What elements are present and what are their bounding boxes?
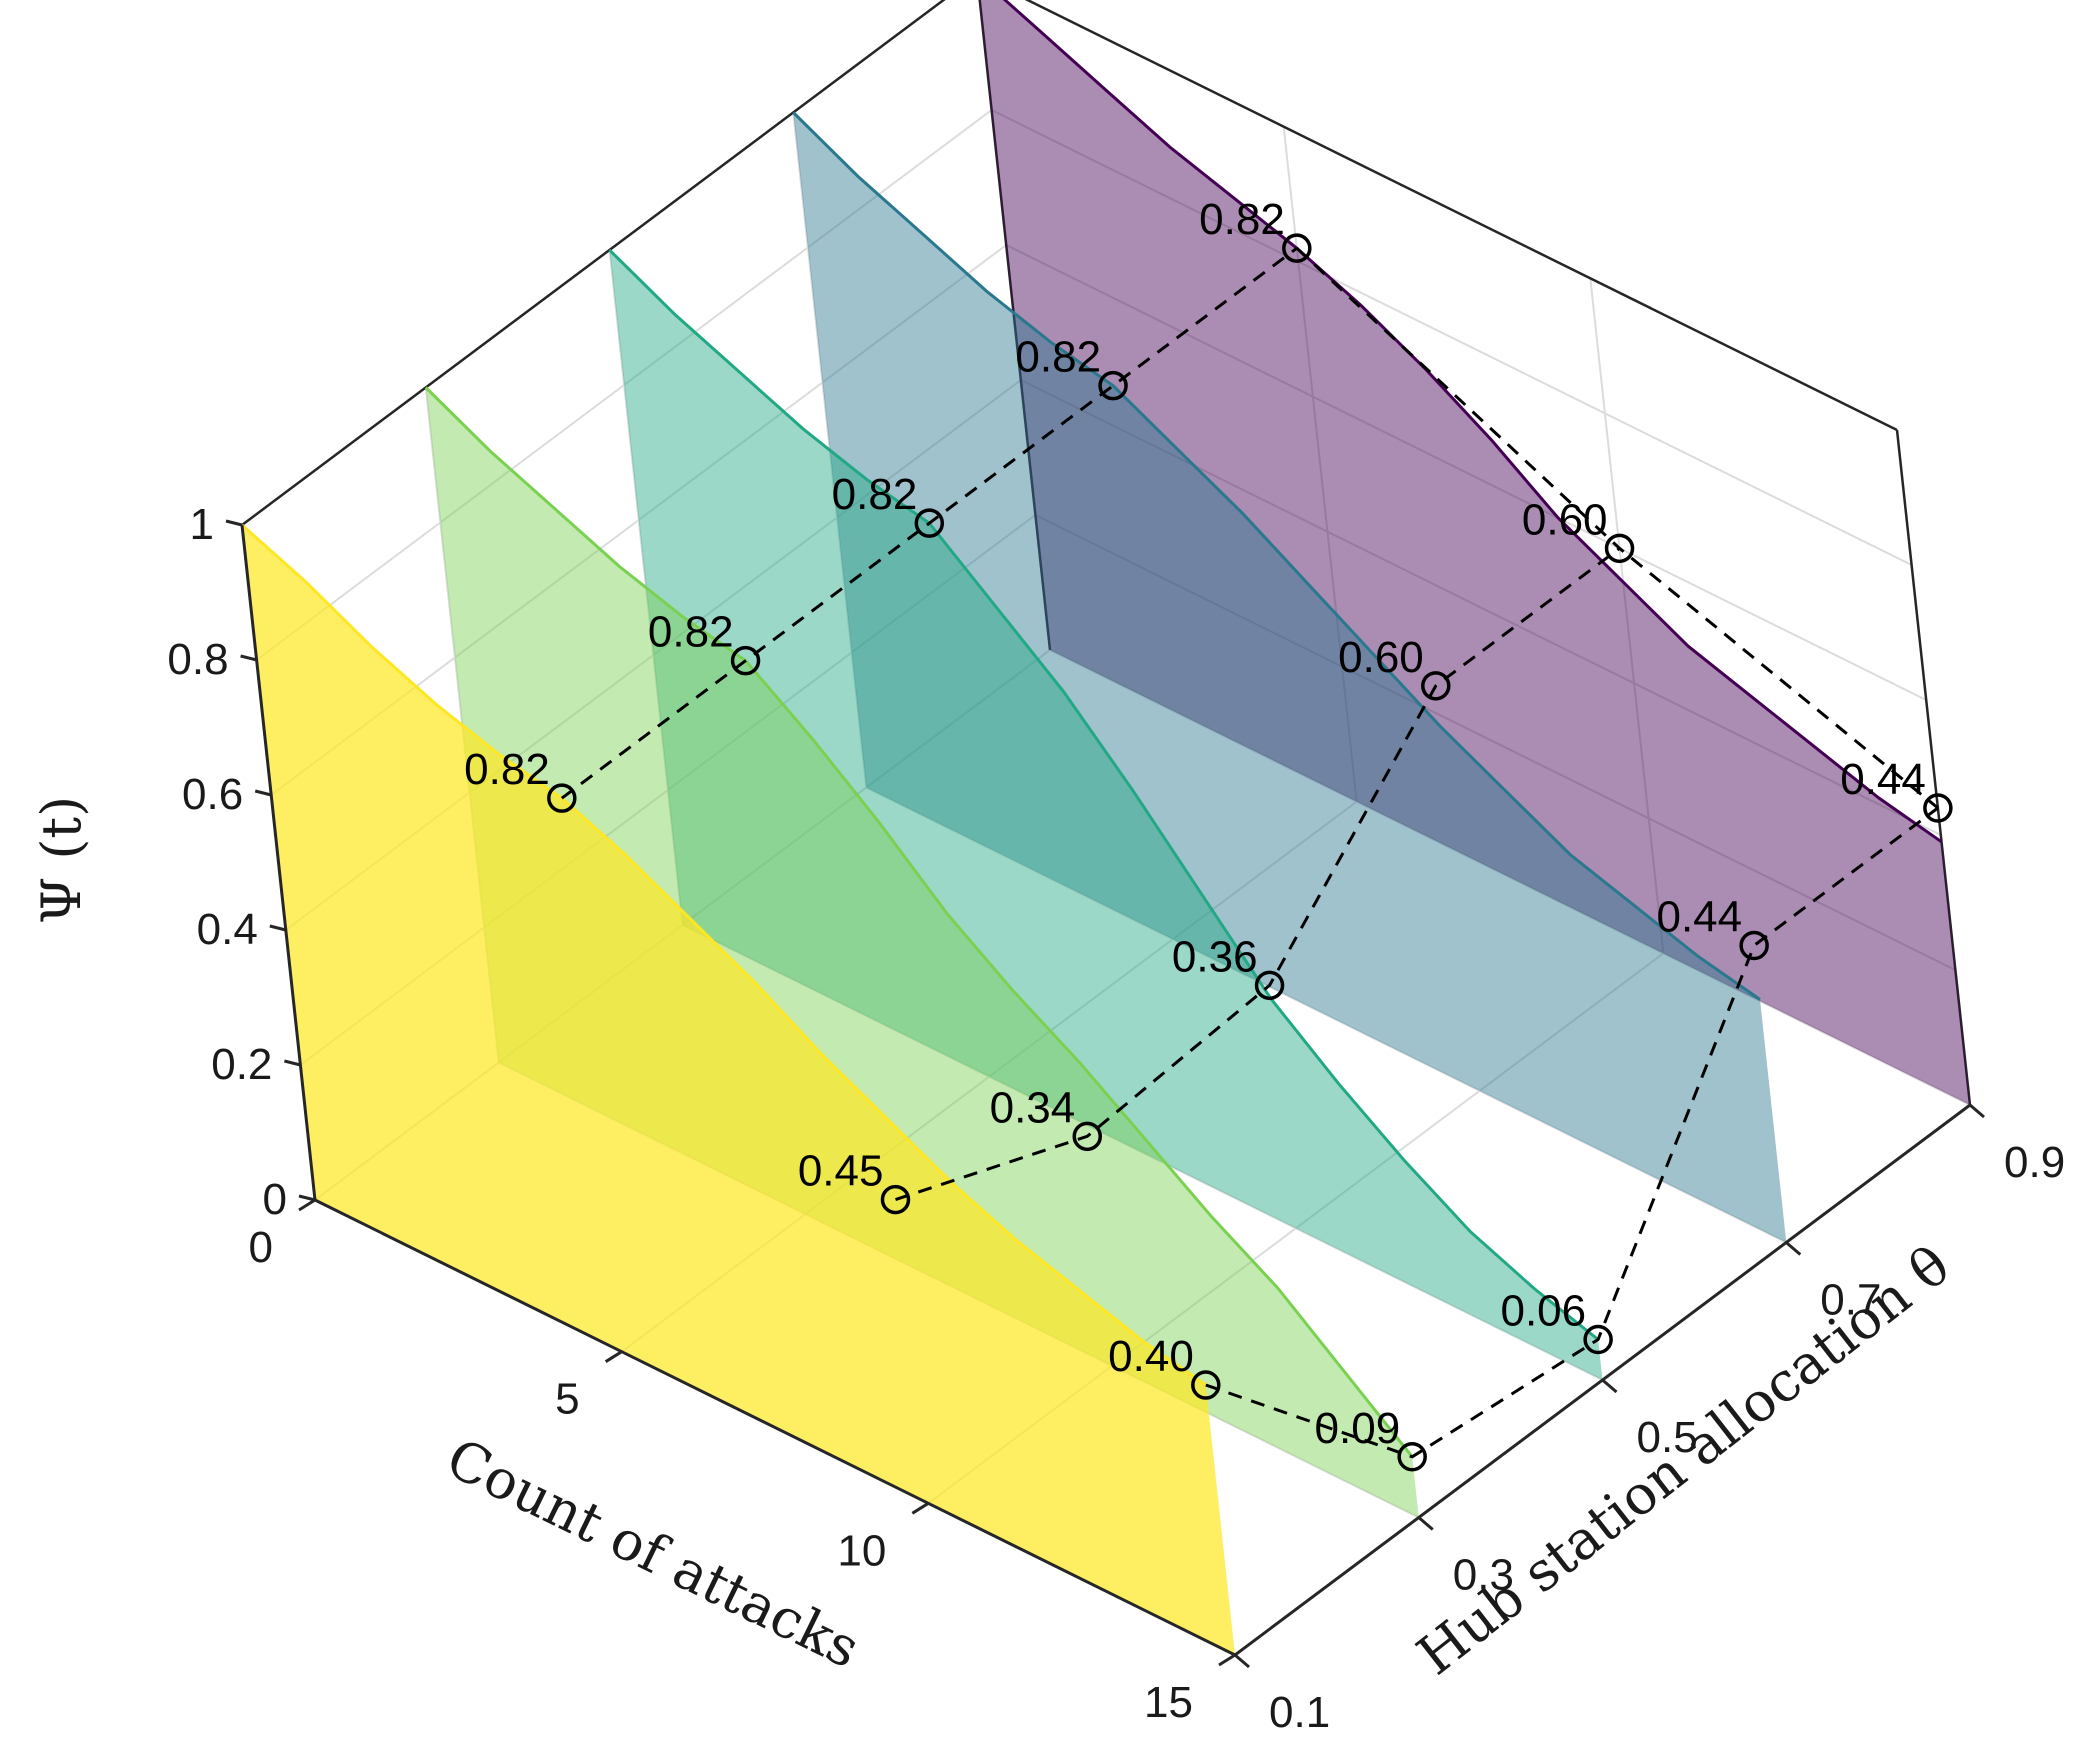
- z-tick: [298, 1194, 316, 1202]
- z-tick: [240, 654, 257, 662]
- ribbon-theta-0-5: [609, 250, 1603, 1380]
- data-marker: [880, 1184, 911, 1215]
- data-marker: [1397, 1442, 1427, 1472]
- z-tick-label: 0.6: [182, 770, 243, 819]
- data-label: 0.82: [1199, 195, 1285, 244]
- z-tick-label: 0: [263, 1175, 287, 1224]
- grid-line: [1005, 244, 1927, 701]
- data-marker: [1421, 671, 1451, 701]
- data-marker: [1254, 970, 1285, 1001]
- ribbon-theta-0-7: [793, 112, 1787, 1243]
- marker-connector: [1295, 247, 1939, 810]
- grid-line: [1020, 379, 1942, 836]
- y-tick: [1417, 1516, 1434, 1531]
- grid-line: [1034, 514, 1956, 971]
- x-tick: [604, 1350, 623, 1363]
- y-tick: [1785, 1241, 1802, 1256]
- y-tick: [1234, 1653, 1250, 1669]
- box-edge: [1024, 0, 1898, 432]
- x-tick: [1218, 1653, 1236, 1667]
- x-axis-line: [314, 1198, 1236, 1657]
- data-marker: [1072, 1121, 1103, 1152]
- grid-line: [991, 109, 1913, 566]
- ribbon-edge-theta-0-1: [241, 523, 1207, 1387]
- z-tick-label: 0.4: [197, 905, 258, 954]
- ribbons-layer: [241, 0, 1970, 1655]
- data-marker: [1098, 370, 1128, 401]
- grid-line: [1049, 649, 1971, 1106]
- z-tick-label: 1: [190, 500, 214, 549]
- data-marker: [1739, 930, 1769, 961]
- data-label: 0.06: [1500, 1287, 1586, 1336]
- data-label: 0.44: [1840, 755, 1926, 804]
- y-tick-label: 0.3: [1453, 1551, 1514, 1600]
- data-marker: [1191, 1370, 1221, 1400]
- marker-connector: [895, 547, 1621, 1202]
- ribbon-edge-theta-0-5: [608, 248, 1600, 1341]
- x-tick: [298, 1198, 316, 1212]
- data-label: 0.45: [798, 1147, 884, 1196]
- data-label: 0.09: [1315, 1404, 1401, 1453]
- data-label: 0.44: [1656, 893, 1742, 942]
- data-marker: [1604, 533, 1635, 564]
- ribbon-theta-0-3: [425, 387, 1419, 1518]
- ribbon-edge-theta-0-7: [792, 111, 1761, 1001]
- ribbon-theta-0-1: [242, 525, 1235, 1655]
- z-tick: [269, 924, 287, 932]
- grid-line: [865, 786, 1787, 1244]
- y-tick-label: 0.7: [1820, 1276, 1881, 1325]
- grid-line: [682, 924, 1603, 1381]
- data-marker: [730, 645, 761, 676]
- data-marker: [1282, 233, 1312, 263]
- grid-line: [256, 109, 993, 661]
- grid-line: [1282, 126, 1358, 802]
- z-axis-line: [240, 524, 317, 1201]
- grid-line: [1589, 278, 1665, 954]
- x-tick-label: 10: [837, 1526, 886, 1575]
- marker-connector: [560, 246, 1298, 800]
- data-label: 0.60: [1522, 495, 1608, 544]
- z-tick: [284, 1059, 301, 1067]
- ribbon-theta-0-9: [979, 0, 1970, 1105]
- markers-layer: 0.82 0.82 0.82 0.82 0.82 0.45 0.34 0.36 0.60 0.60…: [464, 195, 1953, 1472]
- y-tick-label: 0.5: [1637, 1413, 1698, 1462]
- y-tick-label: 0.1: [1269, 1688, 1330, 1737]
- y-tick-label: 0.9: [2004, 1138, 2065, 1187]
- x-tick-label: 0: [249, 1223, 273, 1272]
- y-tick: [1969, 1103, 1985, 1119]
- ribbon-edge-theta-0-9: [1002, 0, 1943, 844]
- data-label: 0.82: [648, 608, 734, 657]
- data-marker: [1583, 1324, 1613, 1355]
- data-marker: [1923, 793, 1953, 823]
- x-tick-label: 15: [1144, 1678, 1193, 1727]
- z-tick: [225, 519, 243, 527]
- box-edge: [1895, 429, 1972, 1106]
- data-label: 0.34: [990, 1083, 1076, 1132]
- data-label: 0.82: [464, 745, 550, 794]
- data-label: 0.60: [1338, 633, 1424, 682]
- data-label: 0.36: [1172, 932, 1258, 981]
- data-label: 0.40: [1108, 1332, 1194, 1381]
- data-marker: [547, 783, 577, 813]
- ribbon-edge-theta-0-3: [424, 386, 1414, 1458]
- x-tick: [911, 1502, 930, 1515]
- data-marker: [914, 508, 945, 538]
- data-label: 0.82: [1015, 333, 1101, 382]
- y-tick: [1601, 1378, 1618, 1394]
- z-tick-label: 0.2: [211, 1040, 272, 1089]
- marker-connector: [1205, 806, 1939, 1459]
- data-label: 0.82: [832, 470, 918, 519]
- x-axis-title: Count of attacks: [437, 1426, 869, 1680]
- z-tick: [254, 789, 272, 797]
- z-axis-title: Ψ (t): [30, 796, 93, 924]
- z-tick-label: 0.8: [167, 635, 228, 684]
- x-tick-label: 5: [555, 1375, 579, 1424]
